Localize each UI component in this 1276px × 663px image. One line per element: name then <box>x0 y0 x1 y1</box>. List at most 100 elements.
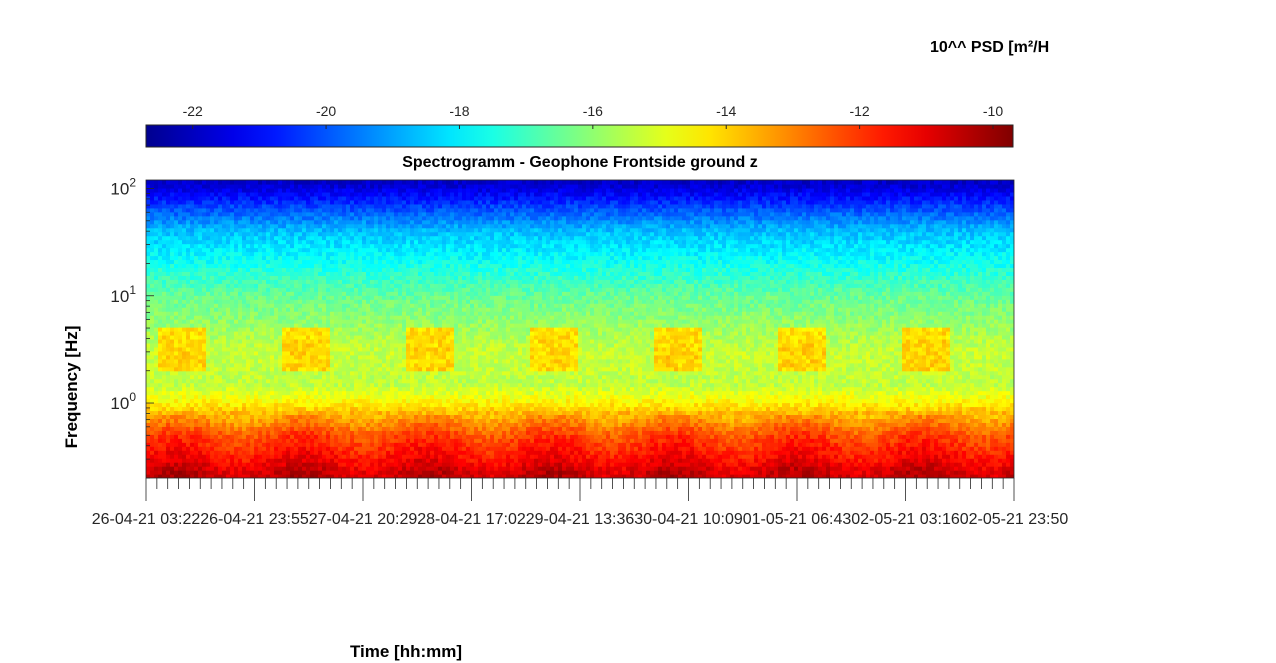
heatmap-cell <box>650 398 655 404</box>
heatmap-cell <box>930 446 935 451</box>
heatmap-cell <box>162 422 167 427</box>
heatmap-cell <box>346 458 351 463</box>
heatmap-cell <box>174 454 179 459</box>
heatmap-cell <box>874 406 879 412</box>
heatmap-cell <box>246 394 251 400</box>
heatmap-cell <box>226 458 231 463</box>
heatmap-cell <box>718 418 723 423</box>
heatmap-cell <box>934 438 939 443</box>
heatmap-cell <box>994 430 999 435</box>
heatmap-cell <box>374 474 379 478</box>
heatmap-cell <box>534 394 539 400</box>
heatmap-cell <box>550 442 555 447</box>
heatmap-cell <box>666 390 671 396</box>
heatmap-cell <box>290 474 295 478</box>
heatmap-cell <box>362 398 367 404</box>
heatmap-cell <box>710 390 715 396</box>
heatmap-cell <box>534 410 539 416</box>
heatmap-cell <box>782 442 787 447</box>
heatmap-cell <box>966 430 971 435</box>
heatmap-cell <box>602 434 607 439</box>
heatmap-cell <box>154 450 159 455</box>
heatmap-cell <box>954 422 959 427</box>
heatmap-cell <box>350 398 355 404</box>
heatmap-cell <box>554 414 559 419</box>
heatmap-cell <box>182 466 187 471</box>
heatmap-cell <box>670 386 675 392</box>
heatmap-cell <box>682 414 687 419</box>
heatmap-cell <box>950 426 955 431</box>
heatmap-cell <box>870 442 875 447</box>
heatmap-cell <box>890 474 895 478</box>
heatmap-cell <box>154 430 159 435</box>
heatmap-cell <box>638 390 643 396</box>
heatmap-cell <box>738 422 743 427</box>
heatmap-cell <box>750 394 755 400</box>
heatmap-cell <box>190 386 195 392</box>
heatmap-cell <box>1010 462 1014 467</box>
heatmap-cell <box>622 418 627 423</box>
heatmap-cell <box>386 454 391 459</box>
heatmap-cell <box>494 446 499 451</box>
heatmap-cell <box>570 474 575 478</box>
heatmap-cell <box>418 434 423 439</box>
heatmap-cell <box>798 414 803 419</box>
heatmap-cell <box>458 394 463 400</box>
heatmap-cell <box>406 470 411 475</box>
heatmap-cell <box>722 462 727 467</box>
heatmap-cell <box>926 390 931 396</box>
heatmap-cell <box>894 438 899 443</box>
heatmap-cell <box>830 458 835 463</box>
heatmap-cell <box>766 402 771 408</box>
heatmap-cell <box>322 466 327 471</box>
heatmap-cell <box>926 462 931 467</box>
heatmap-cell <box>994 438 999 443</box>
heatmap-cell <box>838 474 843 478</box>
heatmap-cell <box>470 446 475 451</box>
heatmap-cell <box>934 426 939 431</box>
heatmap-cell <box>366 462 371 467</box>
heatmap-cell <box>578 470 583 475</box>
heatmap-cell <box>574 450 579 455</box>
heatmap-cell <box>726 410 731 416</box>
heatmap-cell <box>378 418 383 423</box>
heatmap-cell <box>862 418 867 423</box>
heatmap-cell <box>302 430 307 435</box>
heatmap-cell <box>514 458 519 463</box>
heatmap-cell <box>734 430 739 435</box>
heatmap-cell <box>462 474 467 478</box>
heatmap-cell <box>698 470 703 475</box>
heatmap-cell <box>990 462 995 467</box>
heatmap-cell <box>870 438 875 443</box>
heatmap-cell <box>262 390 267 396</box>
heatmap-cell <box>466 462 471 467</box>
heatmap-cell <box>202 410 207 416</box>
heatmap-cell <box>262 450 267 455</box>
heatmap-cell <box>966 458 971 463</box>
heatmap-cell <box>382 442 387 447</box>
heatmap-cell <box>398 466 403 471</box>
heatmap-cell <box>630 386 635 392</box>
heatmap-cell <box>230 394 235 400</box>
heatmap-cell <box>446 454 451 459</box>
heatmap-cell <box>954 434 959 439</box>
heatmap-cell <box>862 458 867 463</box>
heatmap-cell <box>358 402 363 408</box>
heatmap-cell <box>750 426 755 431</box>
heatmap-cell <box>890 402 895 408</box>
heatmap-cell <box>590 438 595 443</box>
heatmap-cell <box>158 438 163 443</box>
heatmap-cell <box>466 418 471 423</box>
heatmap-cell <box>638 406 643 412</box>
heatmap-cell <box>322 454 327 459</box>
heatmap-cell <box>638 446 643 451</box>
heatmap-cell <box>454 422 459 427</box>
heatmap-cell <box>830 442 835 447</box>
heatmap-cell <box>318 414 323 419</box>
heatmap-cell <box>482 434 487 439</box>
heatmap-cell <box>266 434 271 439</box>
heatmap-cell <box>470 434 475 439</box>
heatmap-cell <box>838 434 843 439</box>
heatmap-cell <box>950 406 955 412</box>
heatmap-cell <box>510 442 515 447</box>
